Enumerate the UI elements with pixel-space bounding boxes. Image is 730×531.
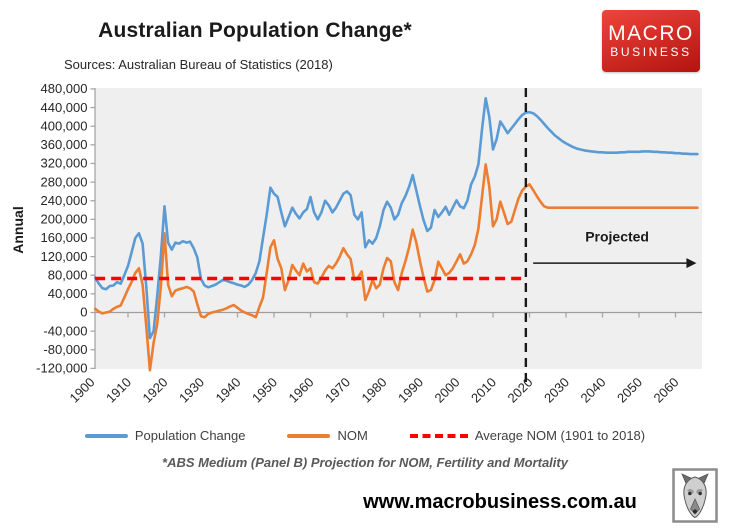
wolf-logo (672, 468, 718, 523)
legend-dash-sample-red (409, 433, 468, 438)
x-tick-label: 1960 (286, 375, 317, 406)
macrobusiness-logo: MACRO BUSINESS (602, 10, 700, 72)
website-url: www.macrobusiness.com.au (363, 491, 637, 513)
x-tick-label: 2060 (651, 375, 682, 406)
y-tick-label: 80,000 (48, 267, 88, 282)
x-tick-label: 2040 (578, 375, 609, 406)
logo-text-business: BUSINESS (610, 45, 692, 59)
y-tick-label: 240,000 (41, 193, 88, 208)
y-tick-label: 280,000 (41, 174, 88, 189)
y-tick-label: -120,000 (36, 361, 87, 376)
y-tick-label: 400,000 (41, 118, 88, 133)
plot-background (95, 88, 702, 369)
x-tick-label: 2030 (541, 375, 572, 406)
x-tick-label: 1970 (322, 375, 353, 406)
x-tick-label: 1920 (140, 375, 171, 406)
y-tick-label: 200,000 (41, 212, 88, 227)
legend-item-population-change: Population Change (84, 428, 246, 443)
y-tick-label: 40,000 (48, 286, 88, 301)
x-tick-label: 1950 (249, 375, 280, 406)
y-tick-label: 120,000 (41, 249, 88, 264)
x-tick-label: 2020 (505, 375, 536, 406)
legend-item-nom: NOM (287, 428, 368, 443)
series-line-nom (93, 163, 699, 372)
y-tick-label: 360,000 (41, 137, 88, 152)
x-tick-label: 1940 (213, 375, 244, 406)
y-tick-label: 440,000 (41, 100, 88, 115)
y-tick-label: 480,000 (41, 81, 88, 96)
y-tick-label: 320,000 (41, 156, 88, 171)
chart-title: Australian Population Change* (98, 19, 412, 42)
projected-label: Projected (585, 229, 649, 245)
series-line-population-change (93, 97, 699, 340)
y-tick-label: -40,000 (43, 323, 87, 338)
projected-arrow-head (686, 258, 697, 269)
x-tick-label: 1910 (103, 375, 134, 406)
legend-label: Population Change (134, 428, 246, 443)
legend-label: Average NOM (1901 to 2018) (474, 428, 646, 443)
x-tick-label: 2000 (432, 375, 463, 406)
x-tick-label: 1980 (359, 375, 390, 406)
x-tick-label: 2010 (468, 375, 499, 406)
x-tick-label: 1990 (395, 375, 426, 406)
y-axis-title: Annual (10, 206, 26, 254)
legend: Population Change NOM Average NOM (1901 … (0, 428, 730, 443)
x-tick-label: 1930 (176, 375, 207, 406)
y-tick-label: -80,000 (43, 342, 87, 357)
legend-line-sample-orange (287, 433, 331, 438)
y-tick-label: 0 (80, 305, 87, 320)
wolf-icon (672, 468, 718, 523)
footnote: *ABS Medium (Panel B) Projection for NOM… (162, 455, 568, 470)
chart-subtitle: Sources: Australian Bureau of Statistics… (64, 57, 333, 72)
legend-line-sample-blue (84, 433, 128, 438)
legend-label: NOM (337, 428, 368, 443)
legend-item-average-nom: Average NOM (1901 to 2018) (409, 428, 646, 443)
x-tick-label: 1900 (67, 375, 98, 406)
y-tick-label: 160,000 (41, 230, 88, 245)
x-tick-label: 2050 (614, 375, 645, 406)
logo-text-macro: MACRO (608, 22, 694, 45)
